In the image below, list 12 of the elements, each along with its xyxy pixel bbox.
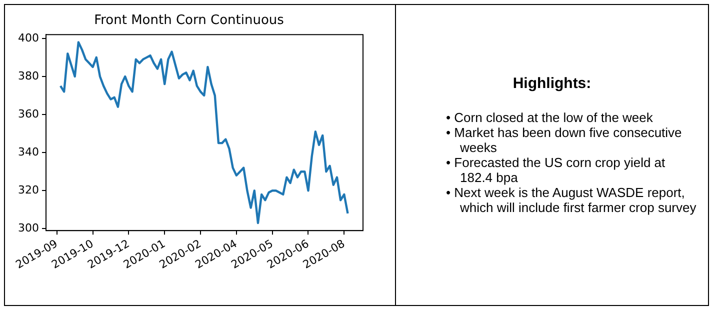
text: • Next week is the August WASDE report, which will include first farmer crop survey — [446, 185, 698, 215]
y-tick-label: 300 — [18, 222, 39, 235]
y-tick-label: 380 — [18, 69, 39, 82]
y-tick-label: 340 — [18, 145, 39, 158]
text: • Forecasted the US corn crop yield at 182.4 bpa — [446, 155, 666, 185]
chart-title: Front Month Corn Continuous — [94, 13, 284, 28]
text: • Market has been down five consecutive weeks — [446, 125, 683, 155]
text: • Corn closed at the low of the week — [446, 110, 654, 125]
y-tick-label: 400 — [18, 31, 39, 44]
y-tick-label: 320 — [18, 183, 39, 196]
text: Highlights: — [512, 75, 592, 92]
y-tick-label: 360 — [18, 107, 39, 120]
